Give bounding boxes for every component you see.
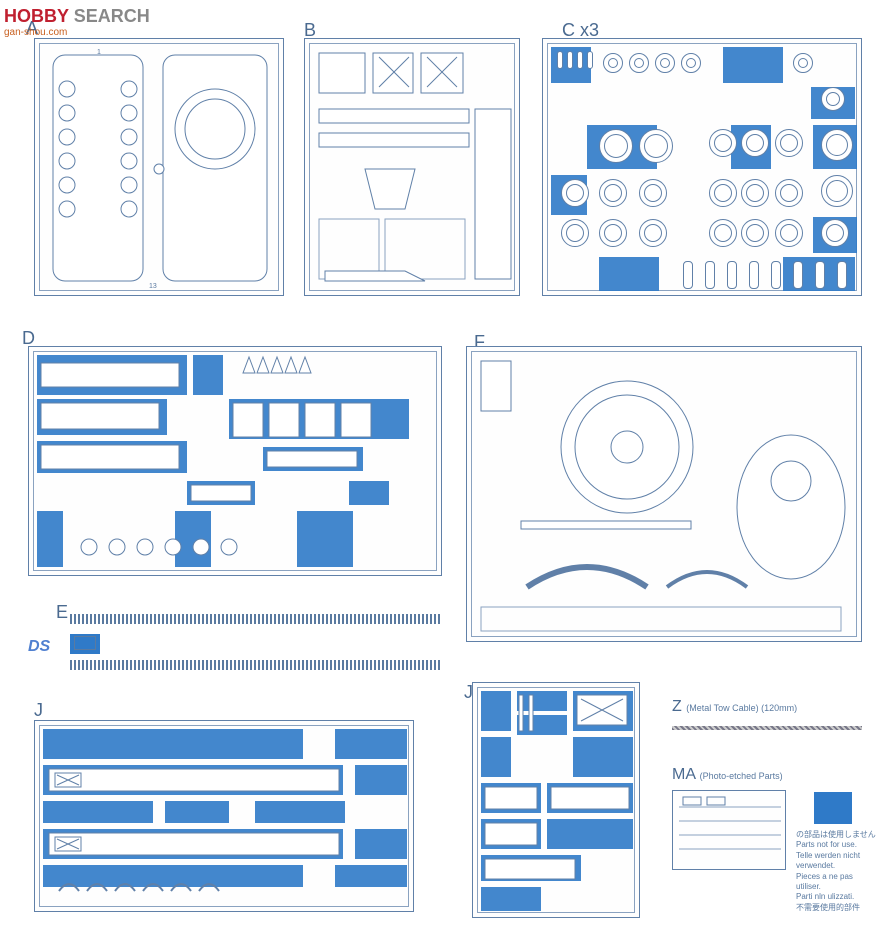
legend-line: 不需要使用的部件	[796, 903, 876, 913]
highlight	[723, 47, 783, 83]
wheel	[639, 219, 667, 247]
wheel	[639, 129, 673, 163]
pin	[587, 51, 593, 69]
arm	[837, 261, 847, 289]
wheel	[741, 129, 769, 157]
wheel	[603, 53, 623, 73]
z-note: (Metal Tow Cable) (120mm)	[686, 703, 797, 713]
pn: 13	[149, 283, 157, 290]
arm	[771, 261, 781, 289]
sprue-J1	[34, 720, 414, 912]
pin	[557, 51, 563, 69]
tow-cable	[672, 726, 862, 730]
sprue-D-art	[29, 347, 443, 577]
legend-line: Telle werden nicht verwendet.	[796, 851, 876, 872]
pin	[567, 51, 573, 69]
pin	[577, 51, 583, 69]
sprue-J1-art	[35, 721, 415, 913]
arm	[727, 261, 737, 289]
wheel	[741, 179, 769, 207]
legend-line: の部品は使用しません	[796, 830, 876, 840]
sprue-A: 1 13	[34, 38, 284, 296]
pn: 1	[97, 49, 101, 56]
e-box	[74, 636, 96, 650]
sprue-B-art	[305, 39, 521, 297]
wheel	[599, 129, 633, 163]
wheel	[821, 175, 853, 207]
sprue-J2	[472, 682, 640, 918]
sprue-D	[28, 346, 442, 576]
arm	[793, 261, 803, 289]
wheel	[639, 179, 667, 207]
track-1	[70, 614, 442, 624]
legend-line: Parti nln ulizzati.	[796, 892, 876, 902]
ma-art	[673, 791, 787, 871]
arm	[749, 261, 759, 289]
sprue-A-art	[35, 39, 285, 297]
watermark: HOBBY SEARCH gan-shou.com	[4, 6, 150, 38]
watermark-sub: gan-shou.com	[4, 27, 150, 38]
legend-text: の部品は使用しませんParts not for use.Telle werden…	[796, 830, 876, 913]
sprue-E	[70, 614, 442, 674]
arm	[815, 261, 825, 289]
wheel	[561, 179, 589, 207]
wheel	[821, 219, 849, 247]
track-2	[70, 660, 442, 670]
ma-note: (Photo-etched Parts)	[700, 771, 783, 781]
wheel	[709, 219, 737, 247]
sprue-B	[304, 38, 520, 296]
legend-swatch	[814, 792, 852, 824]
arm	[683, 261, 693, 289]
ma-frame	[672, 790, 786, 870]
wheel	[709, 179, 737, 207]
watermark-hobby: HOBBY	[4, 6, 69, 26]
sprue-C	[542, 38, 862, 296]
wheel	[775, 129, 803, 157]
legend-line: Pieces a ne pas utiliser.	[796, 872, 876, 893]
wheel	[821, 129, 853, 161]
highlight	[599, 257, 659, 291]
legend-line: Parts not for use.	[796, 840, 876, 850]
wheel	[741, 219, 769, 247]
label-J1: J	[34, 700, 43, 721]
wheel	[775, 179, 803, 207]
wheel	[655, 53, 675, 73]
wheel	[709, 129, 737, 157]
sprue-J2-art	[473, 683, 641, 919]
wheel	[599, 179, 627, 207]
label-MA: MA (Photo-etched Parts)	[672, 766, 783, 784]
ma-letter: MA	[672, 766, 695, 783]
label-Z: Z (Metal Tow Cable) (120mm)	[672, 698, 797, 716]
ds-logo: DS	[28, 638, 50, 656]
wheel	[561, 219, 589, 247]
wheel	[599, 219, 627, 247]
arm	[705, 261, 715, 289]
z-letter: Z	[672, 698, 682, 715]
label-E: E	[56, 602, 68, 623]
wheel	[793, 53, 813, 73]
watermark-search: SEARCH	[74, 6, 150, 26]
wheel	[629, 53, 649, 73]
wheel	[821, 87, 845, 111]
wheel	[681, 53, 701, 73]
sprue-F-art	[467, 347, 863, 643]
sprue-F	[466, 346, 862, 642]
wheel	[775, 219, 803, 247]
